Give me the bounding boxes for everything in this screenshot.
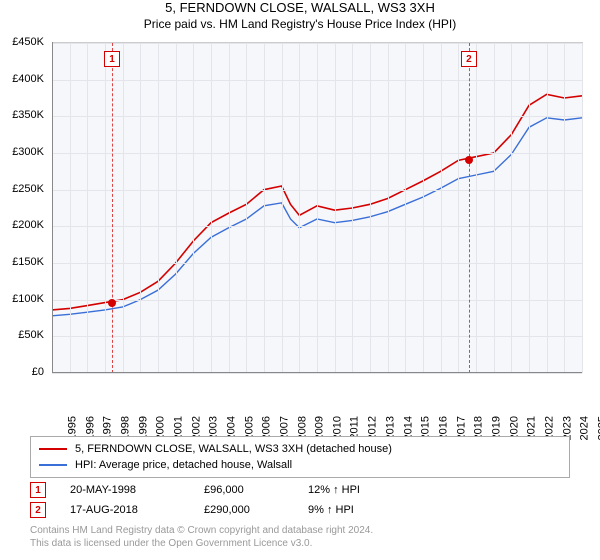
event-row: 1 20-MAY-1998 £96,000 12% ↑ HPI xyxy=(30,480,570,500)
footer-attribution: Contains HM Land Registry data © Crown c… xyxy=(30,524,570,550)
y-axis-labels: £0£50K£100K£150K£200K£250K£300K£350K£400… xyxy=(0,42,48,372)
gridline-vertical xyxy=(176,43,177,373)
gridline-vertical xyxy=(317,43,318,373)
gridline-vertical xyxy=(529,43,530,373)
page-container: 5, FERNDOWN CLOSE, WALSALL, WS3 3XH Pric… xyxy=(0,0,600,560)
gridline-vertical xyxy=(193,43,194,373)
gridline-vertical xyxy=(211,43,212,373)
gridline-vertical xyxy=(370,43,371,373)
y-axis-line xyxy=(52,42,53,372)
gridline-vertical xyxy=(582,43,583,373)
marker-dashed-line xyxy=(469,43,470,373)
gridline-vertical xyxy=(511,43,512,373)
gridline-vertical xyxy=(335,43,336,373)
gridline-vertical xyxy=(87,43,88,373)
marker-dot xyxy=(108,299,116,307)
gridline-vertical xyxy=(123,43,124,373)
gridline-vertical xyxy=(246,43,247,373)
legend-box: 5, FERNDOWN CLOSE, WALSALL, WS3 3XH (det… xyxy=(30,436,570,478)
gridline-vertical xyxy=(282,43,283,373)
legend-row: 5, FERNDOWN CLOSE, WALSALL, WS3 3XH (det… xyxy=(39,441,561,457)
gridline-vertical xyxy=(70,43,71,373)
page-title: 5, FERNDOWN CLOSE, WALSALL, WS3 3XH xyxy=(0,0,600,15)
event-price: £96,000 xyxy=(204,484,304,496)
event-badge: 2 xyxy=(30,502,46,518)
y-tick-label: £150K xyxy=(12,256,44,268)
y-tick-label: £250K xyxy=(12,183,44,195)
gridline-vertical xyxy=(547,43,548,373)
gridline-vertical xyxy=(229,43,230,373)
marker-dashed-line xyxy=(112,43,113,373)
event-price: £290,000 xyxy=(204,504,304,516)
event-date: 20-MAY-1998 xyxy=(70,484,200,496)
gridline-vertical xyxy=(494,43,495,373)
marker-badge: 2 xyxy=(461,51,477,67)
gridline-vertical xyxy=(441,43,442,373)
x-tick-label: 2025 xyxy=(596,416,600,440)
y-tick-label: £100K xyxy=(12,293,44,305)
legend-swatch xyxy=(39,464,67,466)
y-tick-label: £0 xyxy=(32,366,44,378)
y-tick-label: £200K xyxy=(12,219,44,231)
footer-line-1: Contains HM Land Registry data © Crown c… xyxy=(30,524,570,537)
event-rows: 1 20-MAY-1998 £96,000 12% ↑ HPI 2 17-AUG-2018… xyxy=(30,480,570,520)
legend-row: HPI: Average price, detached house, Wals… xyxy=(39,457,561,473)
gridline-vertical xyxy=(564,43,565,373)
gridline-vertical xyxy=(299,43,300,373)
y-tick-label: £400K xyxy=(12,73,44,85)
event-delta: 12% ↑ HPI xyxy=(308,484,408,496)
gridline-vertical xyxy=(105,43,106,373)
y-tick-label: £450K xyxy=(12,36,44,48)
chart-plot-area: 12 xyxy=(52,42,583,373)
x-axis-line xyxy=(52,372,582,373)
footer-line-2: This data is licensed under the Open Gov… xyxy=(30,537,570,550)
x-axis-labels: 1995199619971998199920002001200220032004… xyxy=(52,376,582,436)
y-tick-label: £300K xyxy=(12,146,44,158)
event-date: 17-AUG-2018 xyxy=(70,504,200,516)
page-subtitle: Price paid vs. HM Land Registry's House … xyxy=(0,17,600,31)
marker-badge: 1 xyxy=(104,51,120,67)
marker-dot xyxy=(465,156,473,164)
gridline-vertical xyxy=(352,43,353,373)
gridline-vertical xyxy=(476,43,477,373)
gridline-vertical xyxy=(405,43,406,373)
event-badge: 1 xyxy=(30,482,46,498)
gridline-vertical xyxy=(423,43,424,373)
gridline-vertical xyxy=(264,43,265,373)
gridline-horizontal xyxy=(52,373,582,374)
legend-label: 5, FERNDOWN CLOSE, WALSALL, WS3 3XH (det… xyxy=(75,443,392,455)
gridline-vertical xyxy=(140,43,141,373)
event-row: 2 17-AUG-2018 £290,000 9% ↑ HPI xyxy=(30,500,570,520)
y-tick-label: £350K xyxy=(12,109,44,121)
x-tick-label: 2024 xyxy=(579,416,591,440)
legend-label: HPI: Average price, detached house, Wals… xyxy=(75,459,292,471)
gridline-vertical xyxy=(458,43,459,373)
gridline-vertical xyxy=(158,43,159,373)
event-delta: 9% ↑ HPI xyxy=(308,504,408,516)
gridline-vertical xyxy=(388,43,389,373)
legend-swatch xyxy=(39,448,67,450)
y-tick-label: £50K xyxy=(18,329,44,341)
